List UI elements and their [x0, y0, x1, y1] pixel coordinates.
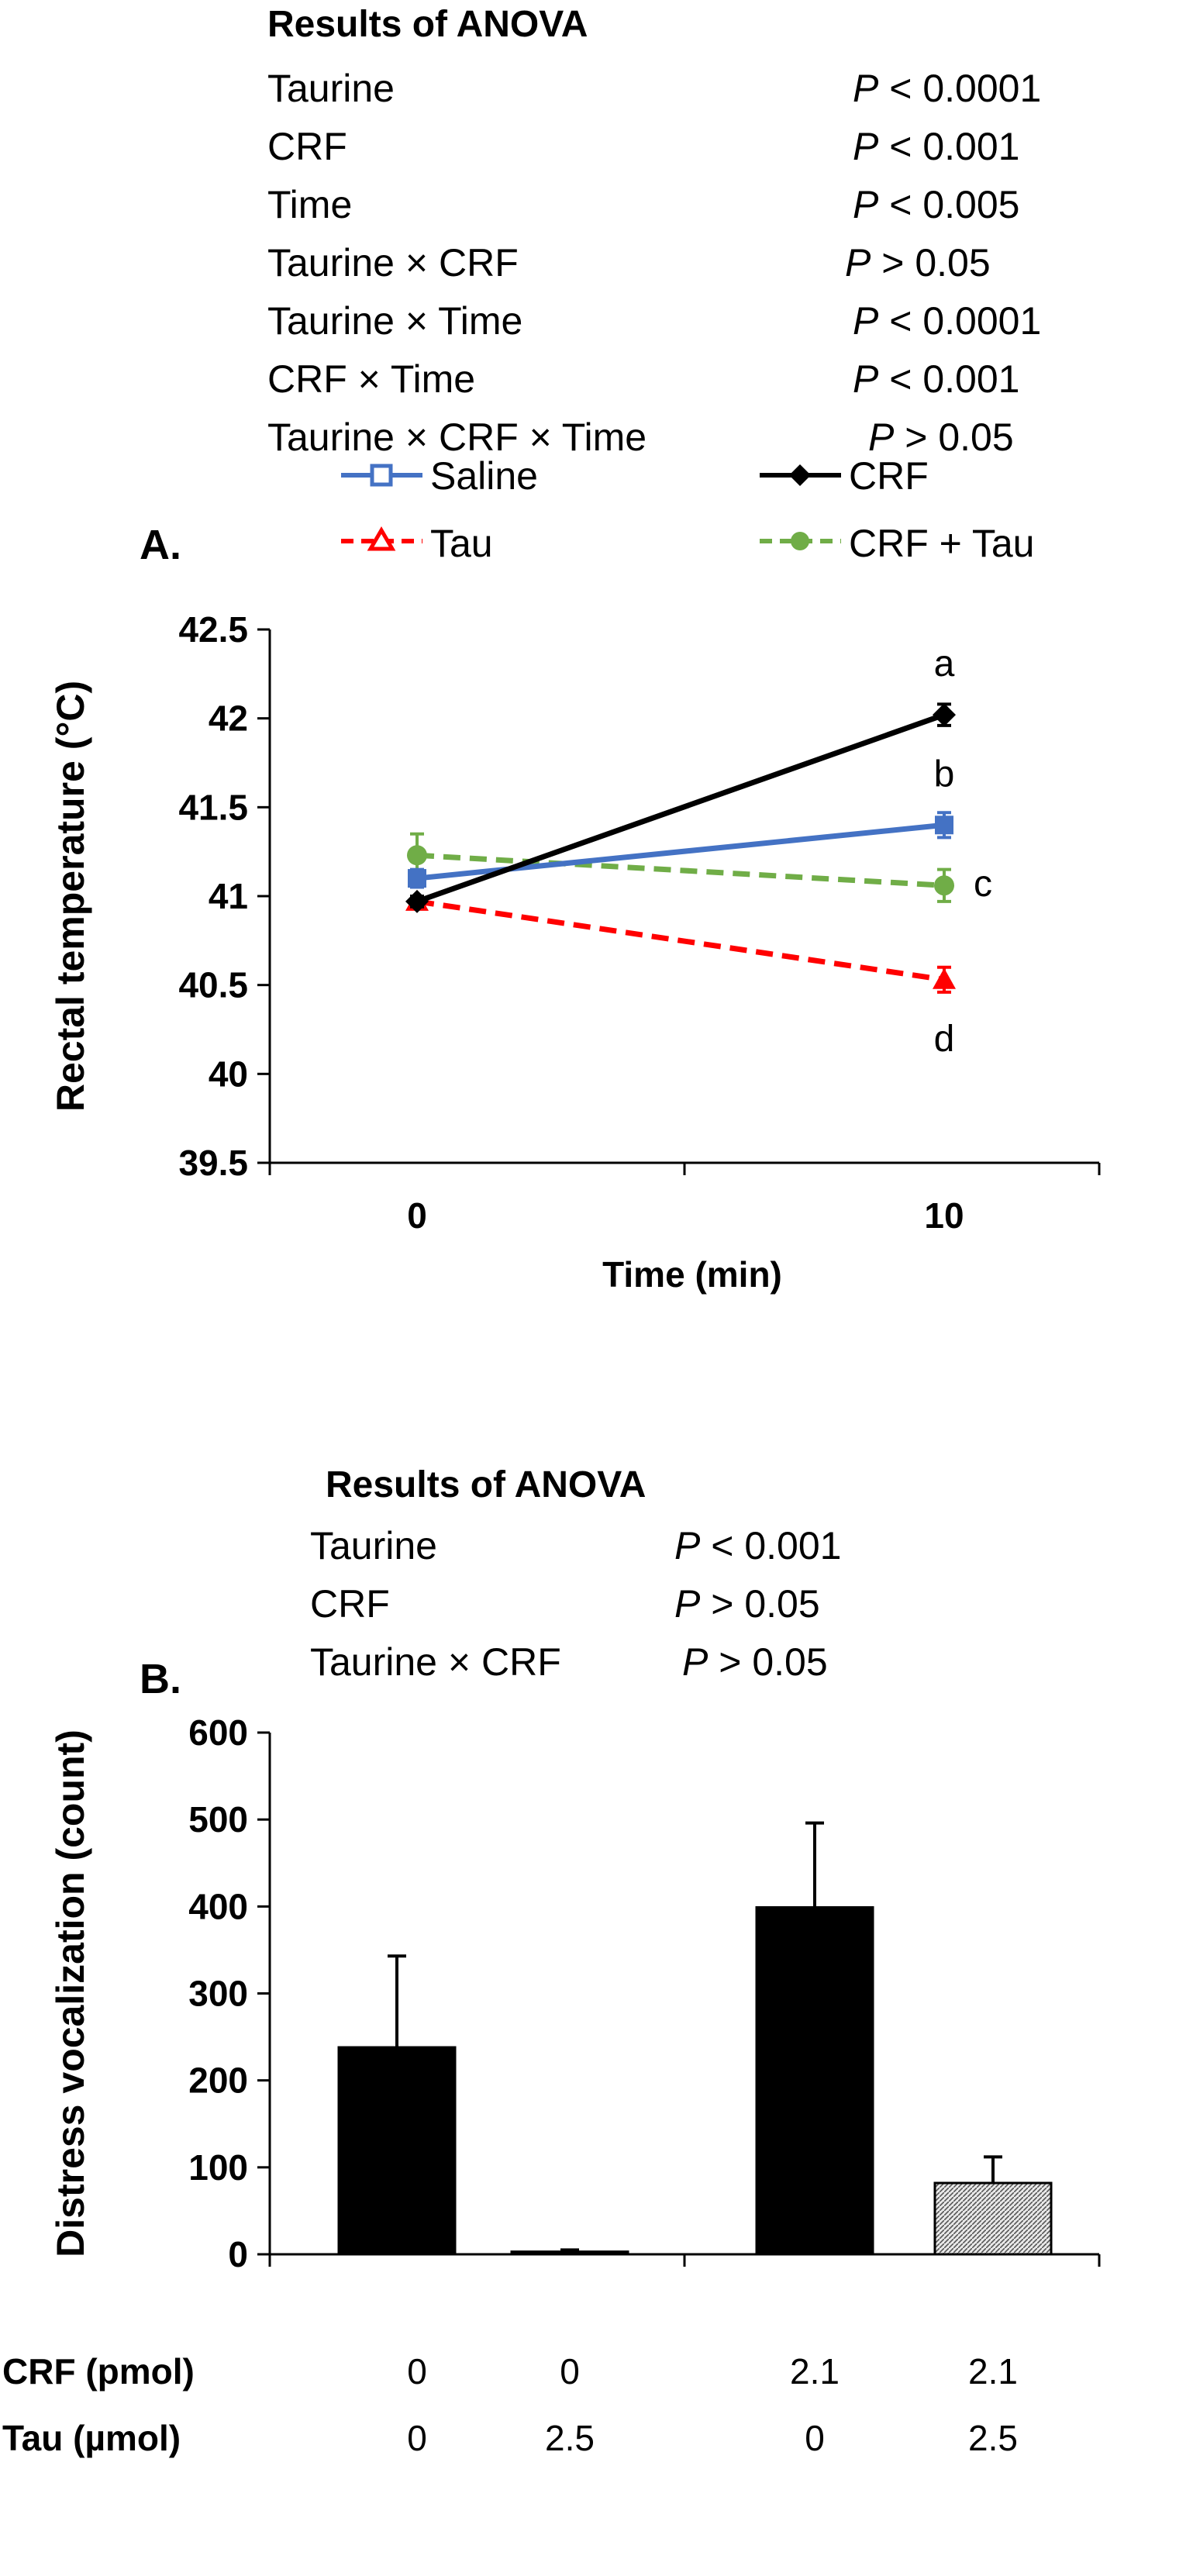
anova-factor: Taurine × CRF: [267, 241, 519, 284]
data-point: [934, 875, 954, 896]
y-axis-title-b: Distress vocalization (count): [49, 1729, 92, 2257]
significance-letter: a: [934, 643, 955, 685]
bar: [755, 1905, 874, 2256]
anova-p-value: P < 0.0001: [853, 299, 1042, 343]
data-point: [935, 816, 953, 835]
anova-p-value: P > 0.05: [868, 416, 1014, 459]
anova-factor: Time: [267, 183, 353, 226]
anova-title-b: Results of ANOVA: [326, 1464, 646, 1505]
data-point: [405, 889, 429, 913]
x-tick-label-a: 10: [924, 1195, 964, 1236]
legend-label-saline: Saline: [430, 454, 538, 498]
tau-value: 0: [805, 2418, 825, 2458]
y-tick-label-a: 42.5: [178, 609, 248, 650]
anova-factor: Taurine × CRF × Time: [267, 416, 647, 459]
y-tick-label-a: 41: [209, 876, 248, 916]
panel-label-a: A.: [140, 522, 181, 568]
row-label-tau: Tau (µmol): [2, 2418, 181, 2458]
p-symbol: P: [868, 416, 895, 459]
y-tick-label-a: 40.5: [178, 965, 248, 1005]
anova-factor: Taurine: [267, 67, 395, 110]
anova-factor: CRF: [310, 1582, 390, 1626]
tau-value: 0: [407, 2418, 427, 2458]
legend-tau-marker: [367, 526, 396, 551]
crf-value: 0: [560, 2351, 580, 2392]
line-chart-temperature: 39.5 40 40.5 41 41.5 42 42.5 0 10 Time (min) Recta…: [49, 609, 1101, 1295]
anova-p-value: P < 0.001: [853, 357, 1020, 401]
bar: [510, 2250, 629, 2256]
significance-letter: d: [934, 1019, 955, 1060]
y-axis-title-a: Rectal temperature (°C): [49, 681, 92, 1112]
y-tick-label-b: 300: [188, 1974, 248, 2014]
anova-factor: CRF: [267, 125, 347, 168]
y-tick-label-a: 40: [209, 1054, 248, 1094]
data-point: [408, 869, 426, 888]
p-symbol: P: [853, 67, 879, 110]
anova-title-a: Results of ANOVA: [267, 4, 588, 45]
anova-p-value: P < 0.001: [853, 125, 1020, 168]
anova-p-value: P > 0.05: [682, 1640, 828, 1684]
series-line: [416, 898, 945, 983]
legend-crf-marker: [789, 464, 811, 486]
anova-p-value: P < 0.001: [674, 1524, 842, 1567]
legend-markers-a: [341, 464, 841, 551]
series-crf: [405, 702, 956, 913]
p-symbol: P: [682, 1640, 709, 1684]
anova-p-value: P > 0.05: [674, 1582, 820, 1626]
y-tick-label-a: 42: [209, 698, 248, 739]
data-point: [407, 845, 427, 866]
p-symbol: P: [674, 1582, 701, 1626]
p-symbol: P: [674, 1524, 701, 1567]
legend-label-crftau: CRF + Tau: [849, 522, 1035, 565]
y-tick-label-b: 0: [228, 2234, 248, 2271]
crf-value: 0: [407, 2351, 427, 2392]
series-crf-tau: [407, 832, 954, 903]
y-tick-label-b: 500: [188, 1799, 248, 1840]
y-tick-label-b: 400: [188, 1886, 248, 1926]
x-tick-label-a: 0: [407, 1195, 427, 1236]
p-symbol: P: [853, 357, 879, 401]
series-tau: [405, 889, 956, 994]
crf-value: 2.1: [790, 2351, 840, 2392]
tau-value: 2.5: [968, 2418, 1018, 2458]
series-line: [415, 712, 946, 905]
anova-factor: Taurine: [310, 1524, 437, 1567]
y-tick-label-b: 200: [188, 2060, 248, 2101]
significance-letter: c: [974, 864, 992, 905]
legend-crftau-marker: [791, 532, 809, 550]
p-symbol: P: [853, 299, 879, 343]
y-tick-label-a: 41.5: [178, 787, 248, 827]
anova-factor: CRF × Time: [267, 357, 476, 401]
panel-label-b: B.: [140, 1656, 181, 1702]
anova-factor: Taurine × Time: [267, 299, 523, 343]
y-tick-label-a: 39.5: [178, 1143, 248, 1183]
legend-saline-marker: [370, 464, 393, 487]
x-axis-title-a: Time (min): [602, 1254, 782, 1295]
bar: [933, 2181, 1053, 2256]
legend-label-crf: CRF: [849, 454, 929, 498]
y-tick-label-b: 600: [188, 1712, 248, 1753]
y-tick-label-b: 100: [188, 2147, 248, 2188]
row-label-crf: CRF (pmol): [2, 2351, 195, 2392]
legend-label-tau: Tau: [430, 522, 493, 565]
bar-chart-vocalization: 0 100 200 300 400 500 600 Distress vocalization…: [49, 1712, 1101, 2271]
data-point: [933, 703, 956, 727]
p-symbol: P: [853, 125, 879, 168]
anova-p-value: P < 0.005: [853, 183, 1020, 226]
series-line: [416, 852, 945, 888]
anova-factor: Taurine × CRF: [310, 1640, 561, 1684]
significance-letter: b: [934, 753, 955, 795]
tau-value: 2.5: [545, 2418, 595, 2458]
p-symbol: P: [853, 183, 879, 226]
bar: [337, 2046, 457, 2256]
crf-value: 2.1: [968, 2351, 1018, 2392]
data-point: [933, 967, 956, 989]
anova-p-value: P > 0.05: [845, 241, 991, 284]
anova-p-value: P < 0.0001: [853, 67, 1042, 110]
p-symbol: P: [845, 241, 871, 284]
